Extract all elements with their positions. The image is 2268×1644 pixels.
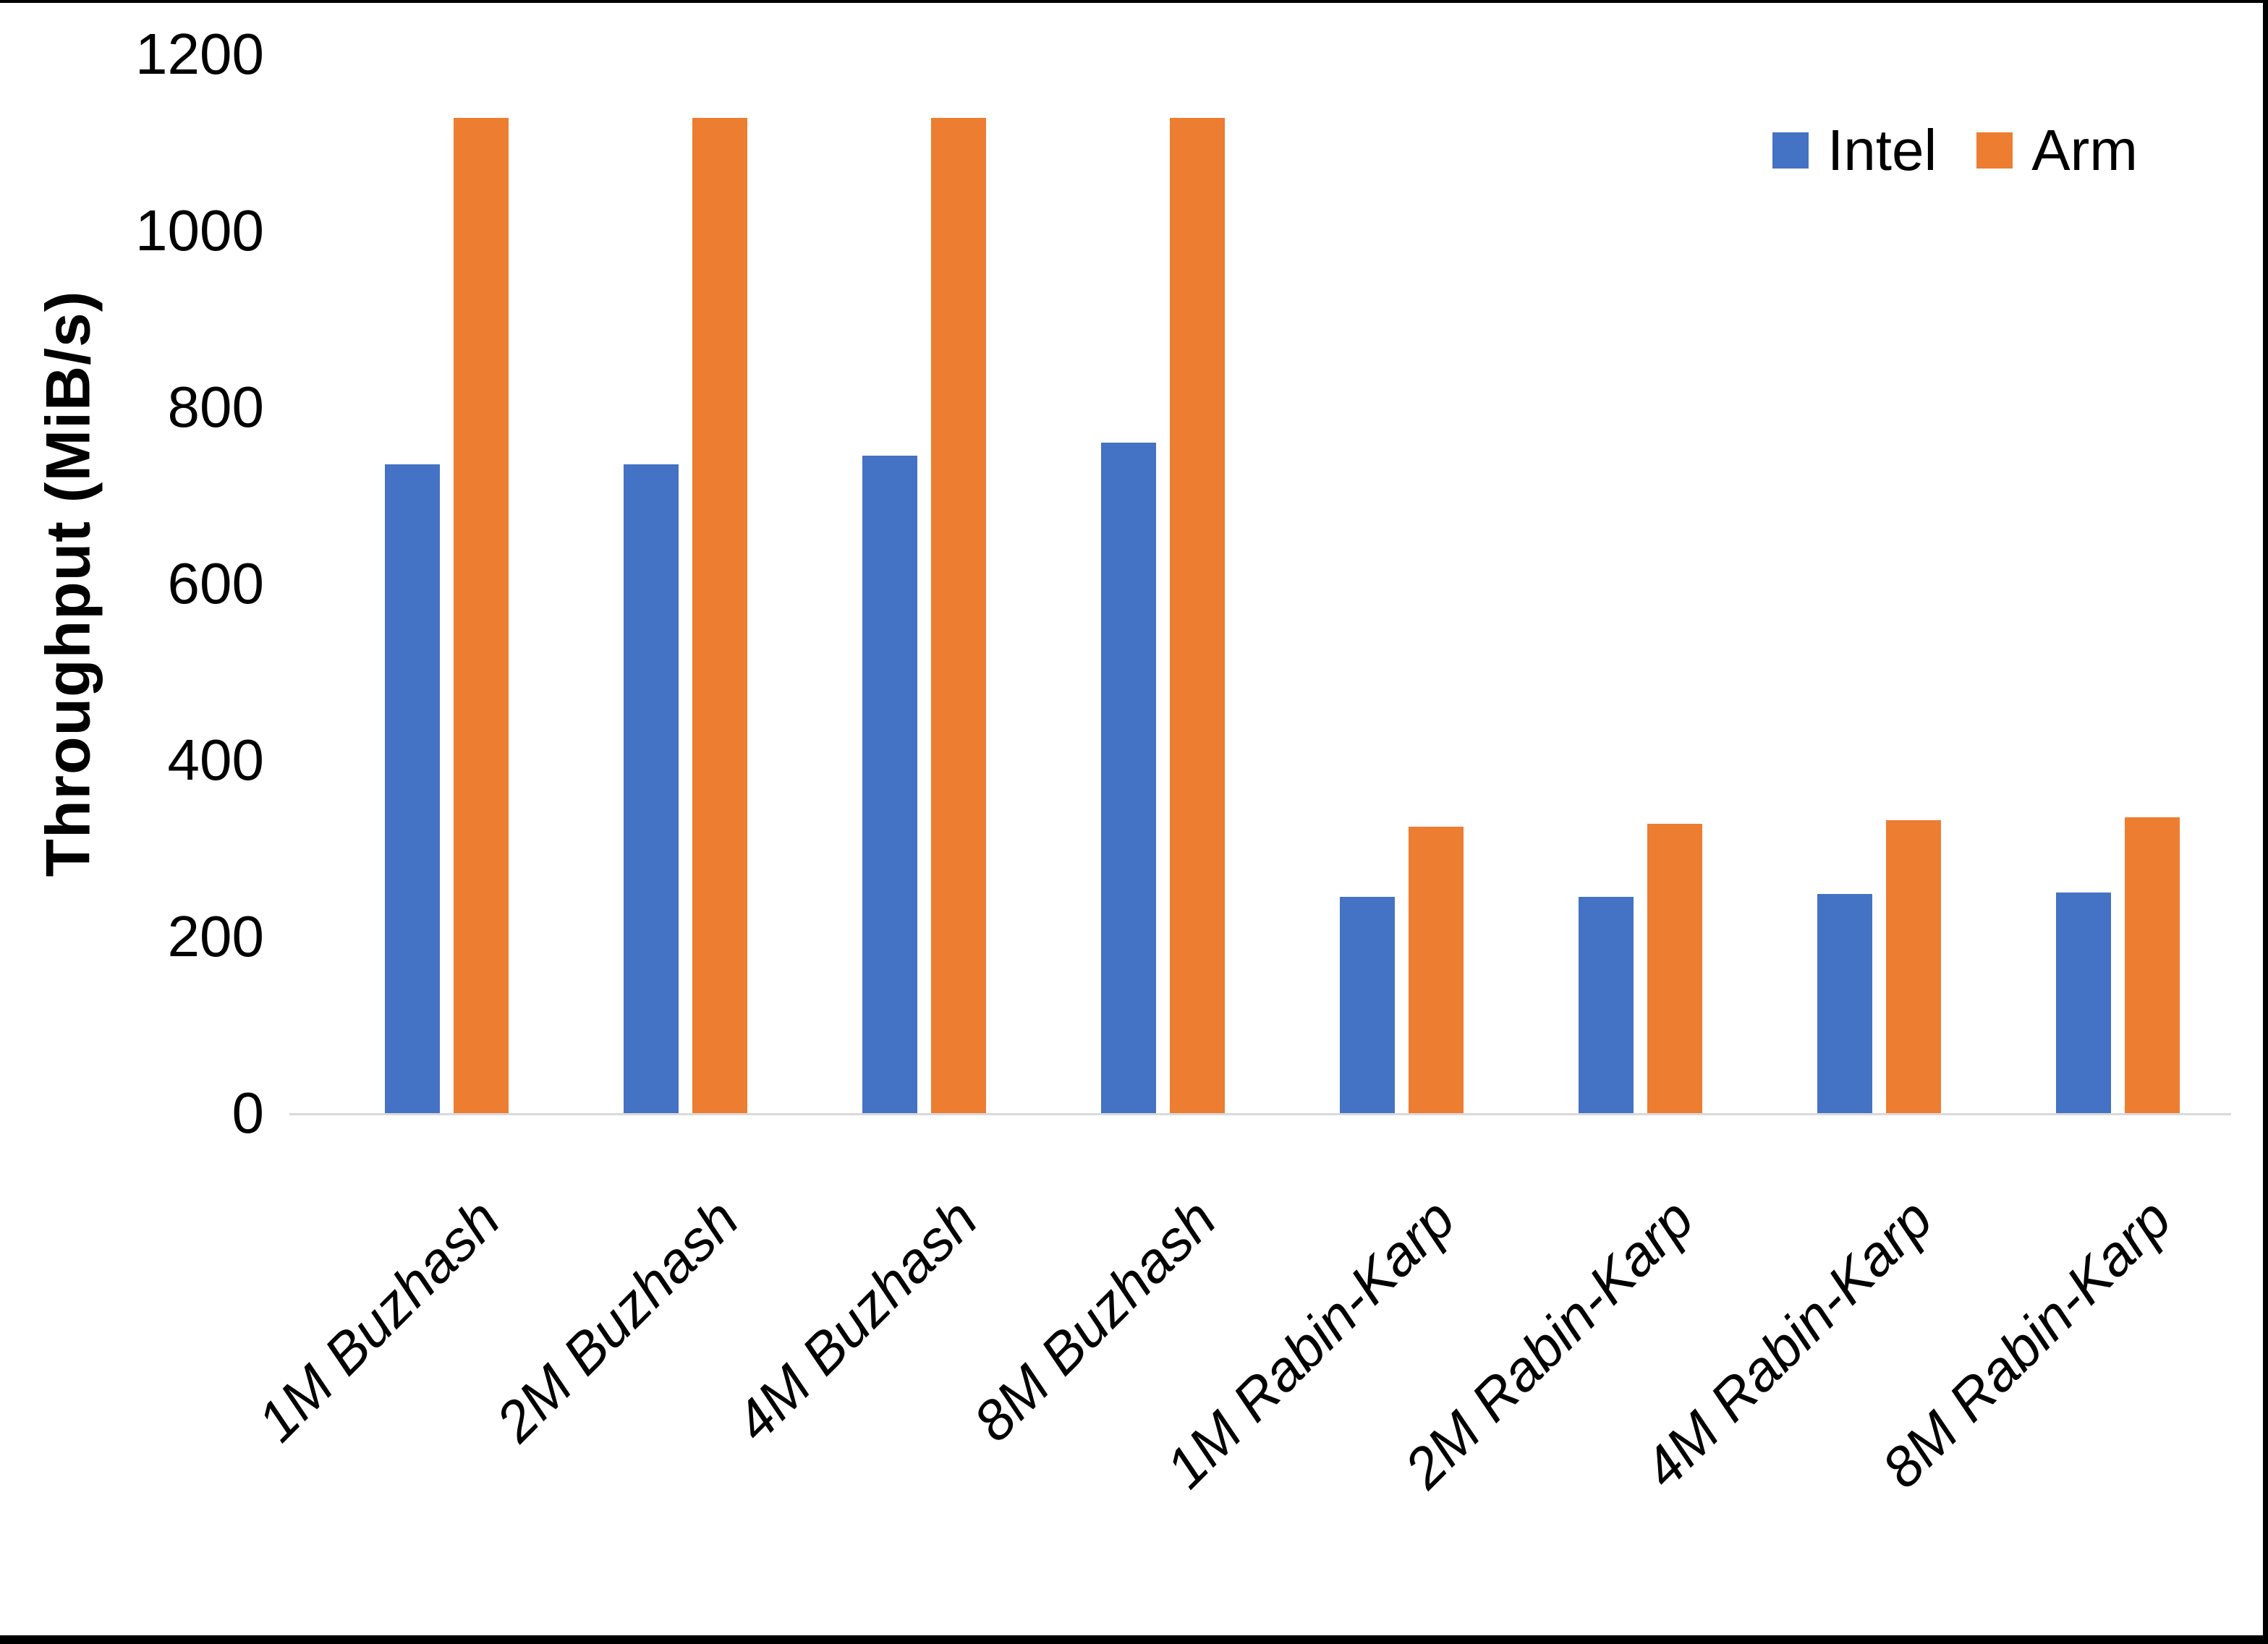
bar-intel-2m-rabin-karp: [1579, 897, 1634, 1113]
x-category-label-1m-buzhash: 1M Buzhash: [245, 1186, 512, 1454]
frame-border-top: [0, 0, 2268, 3]
bar-arm-2m-rabin-karp: [1647, 823, 1702, 1113]
bar-arm-8m-rabin-karp: [2125, 817, 2180, 1113]
bar-intel-1m-buzhash: [385, 464, 440, 1113]
bar-intel-2m-buzhash: [624, 464, 679, 1113]
bar-arm-1m-buzhash: [454, 117, 509, 1113]
bar-arm-2m-buzhash: [692, 117, 747, 1113]
x-category-label-4m-buzhash: 4M Buzhash: [723, 1186, 990, 1454]
bar-intel-8m-rabin-karp: [2056, 893, 2111, 1113]
bar-arm-1m-rabin-karp: [1409, 826, 1464, 1113]
y-tick-label-600: 600: [167, 551, 264, 616]
bar-arm-8m-buzhash: [1170, 117, 1225, 1113]
y-tick-label-1200: 1200: [135, 22, 264, 86]
y-tick-label-0: 0: [232, 1081, 265, 1145]
frame-border-bottom: [0, 1635, 2268, 1644]
legend-label-intel: Intel: [1827, 118, 1937, 182]
bar-intel-4m-rabin-karp: [1817, 894, 1872, 1113]
legend-swatch-arm: [1976, 132, 2013, 169]
bar-arm-4m-buzhash: [931, 117, 986, 1113]
y-tick-label-400: 400: [167, 728, 264, 792]
bar-arm-4m-rabin-karp: [1886, 819, 1941, 1113]
legend-item-arm: Arm: [1976, 116, 2138, 185]
legend: Intel Arm: [1772, 116, 2138, 185]
legend-item-intel: Intel: [1772, 116, 1937, 185]
bar-intel-1m-rabin-karp: [1340, 897, 1395, 1113]
legend-swatch-intel: [1772, 132, 1809, 169]
frame-border-right: [2263, 0, 2268, 1644]
x-category-label-2m-buzhash: 2M Buzhash: [484, 1186, 751, 1454]
y-tick-label-200: 200: [167, 904, 264, 968]
y-tick-label-800: 800: [167, 375, 264, 439]
bar-intel-8m-buzhash: [1101, 442, 1156, 1113]
bar-intel-4m-buzhash: [862, 456, 917, 1113]
x-axis-line: [289, 1113, 2231, 1115]
x-category-label-8m-buzhash: 8M Buzhash: [961, 1186, 1228, 1454]
legend-label-arm: Arm: [2031, 118, 2138, 182]
y-tick-label-1000: 1000: [135, 198, 264, 263]
